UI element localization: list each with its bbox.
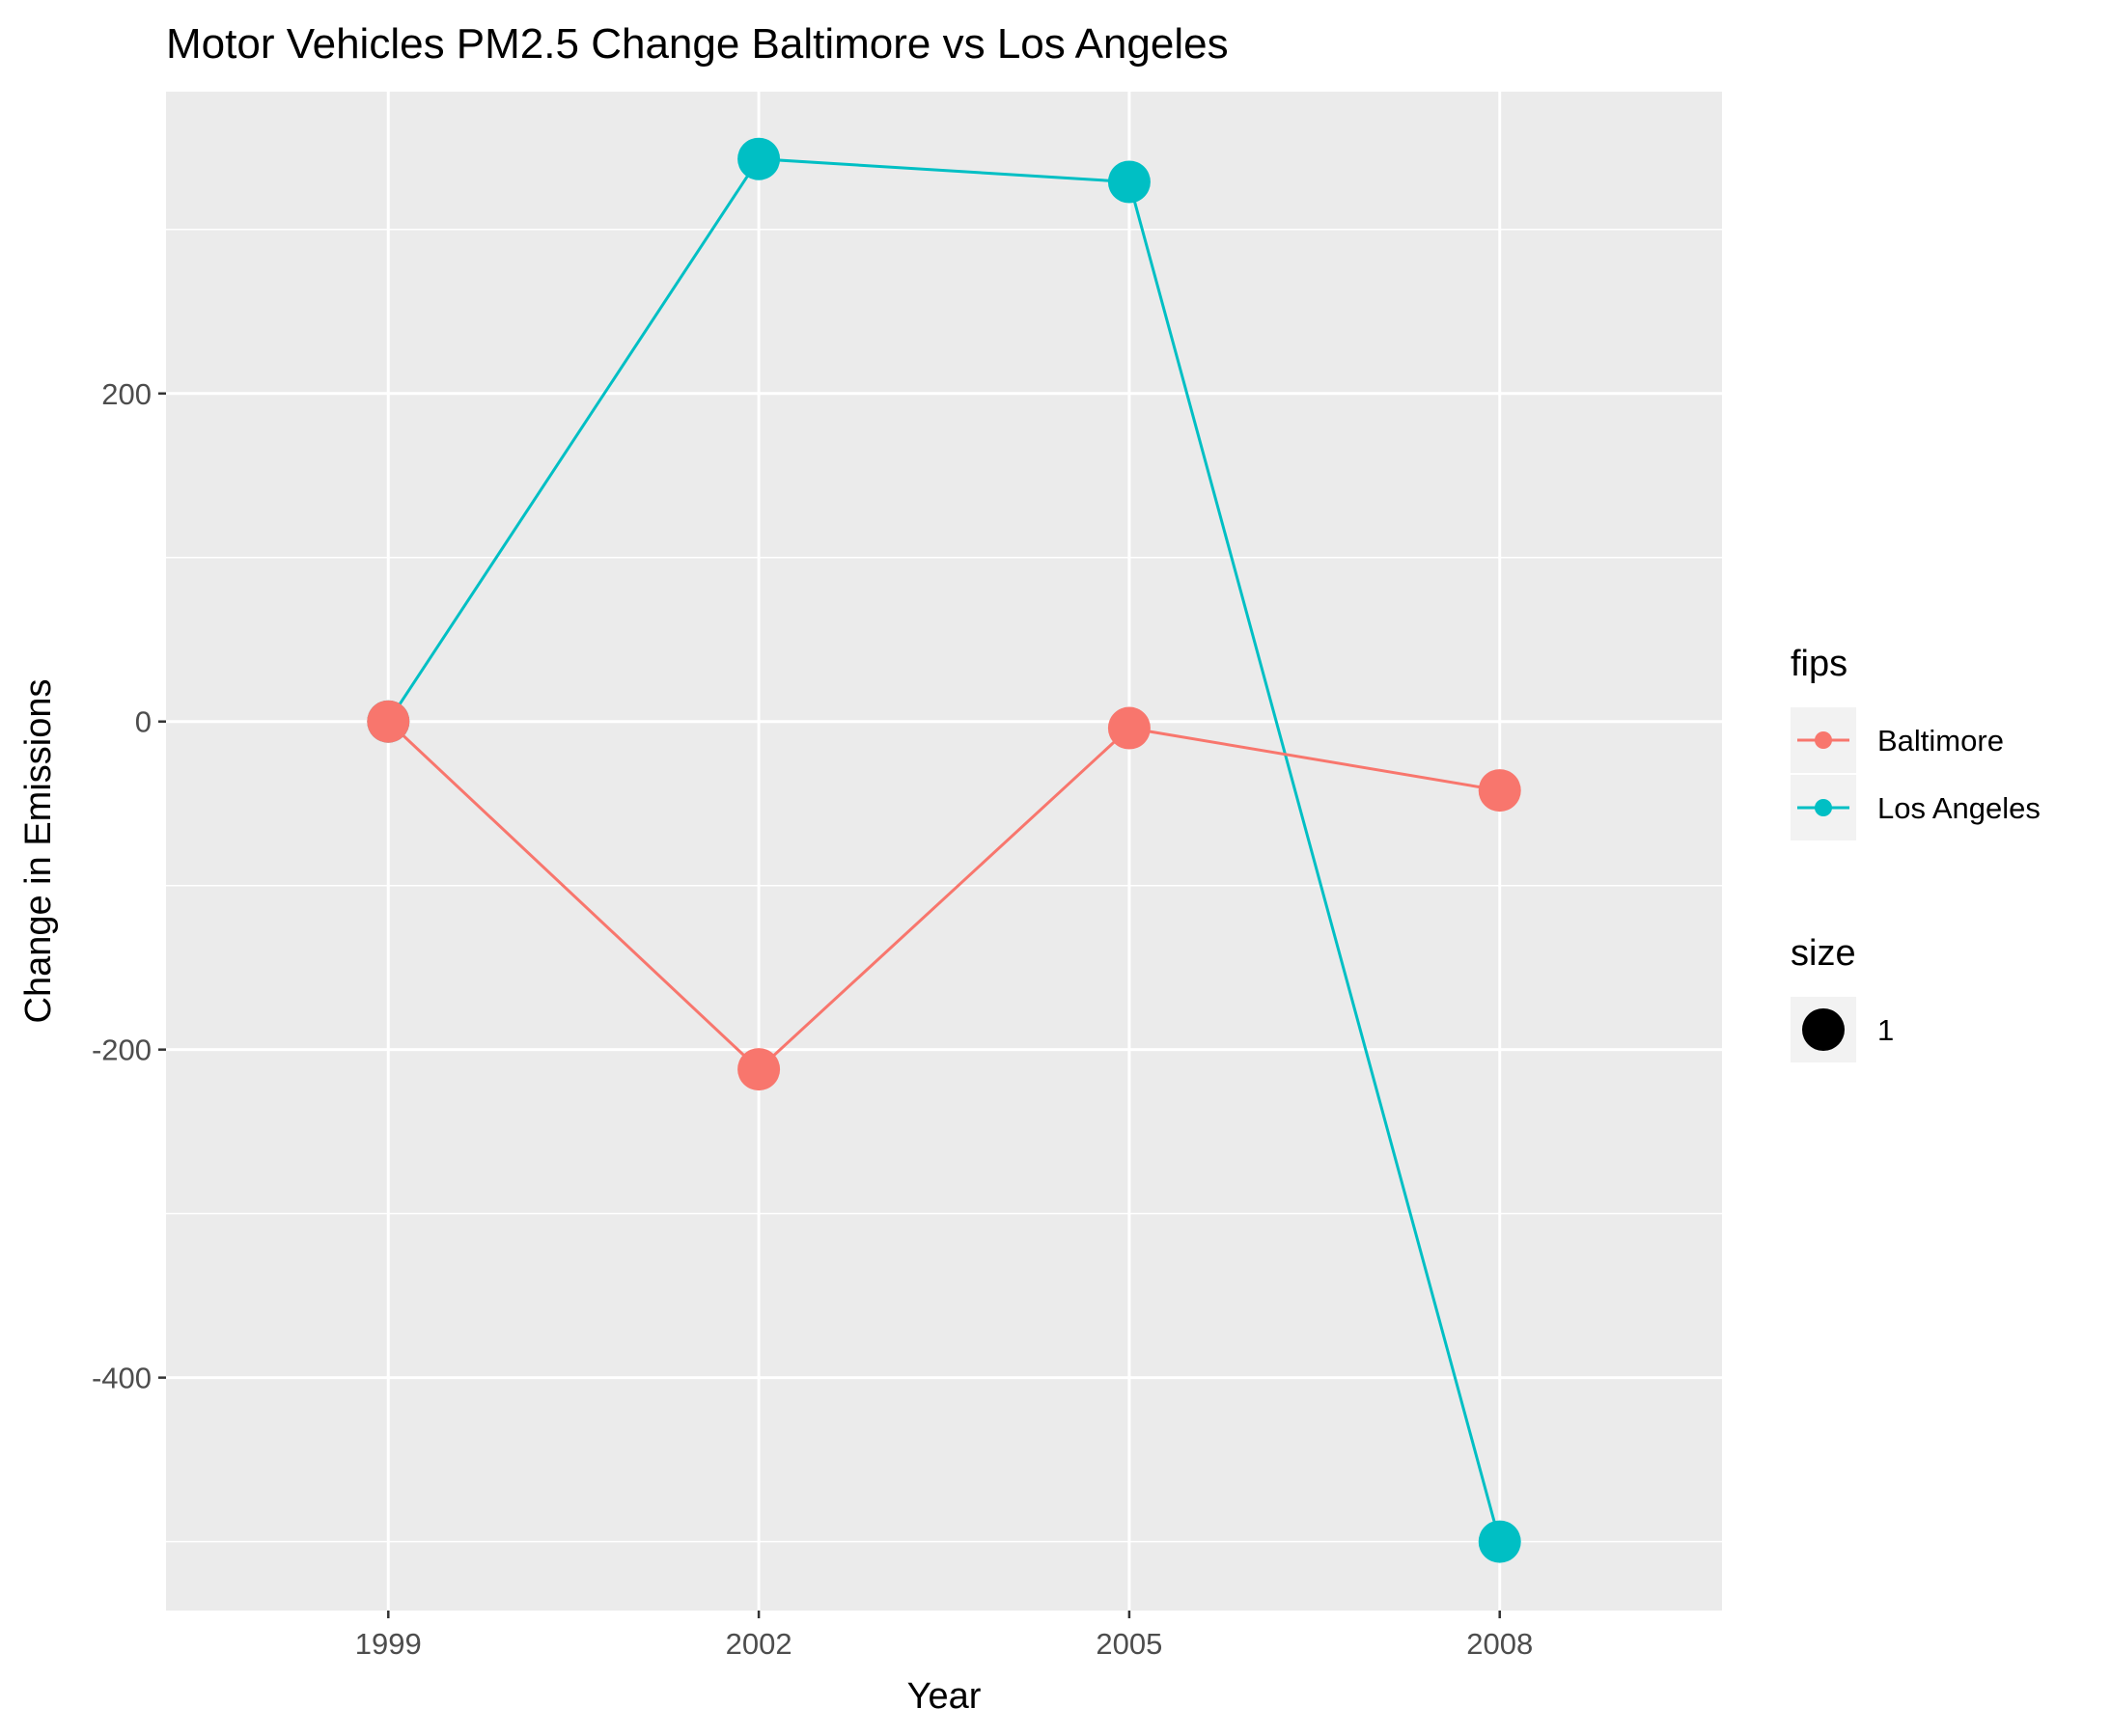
series-points [367,137,1521,1563]
legend-color-entries: Baltimore Los Angeles [1791,707,2041,840]
legend-label: Los Angeles [1877,791,2041,825]
minor-gridlines [166,229,1722,1543]
x-tick-label: 2002 [726,1627,792,1661]
chart-title: Motor Vehicles PM2.5 Change Baltimore vs… [166,20,1229,68]
series-lines [387,157,1502,1543]
legend-size-label: 1 [1877,1013,1894,1047]
x-tick-label: 2008 [1466,1627,1533,1661]
major-gridlines [166,92,1722,1611]
data-point-baltimore [1478,769,1521,813]
legend-label: Baltimore [1877,724,2004,758]
legend-size-title: size [1791,933,1856,974]
data-point-los-angeles [1107,160,1151,204]
plot-panel [166,92,1722,1611]
x-axis: 1999 2002 2005 2008 [355,1611,1533,1661]
y-tick-label: -400 [92,1362,152,1395]
data-point-baltimore [737,1048,781,1091]
y-tick-label: -200 [92,1033,152,1067]
x-tick-label: 2005 [1096,1627,1162,1661]
data-point-los-angeles [1478,1520,1521,1563]
legend-key-point [1815,731,1832,749]
x-tick-label: 1999 [355,1627,422,1661]
y-axis: -400 -200 0 200 [92,377,166,1395]
series-line-baltimore [387,720,1500,1072]
y-tick-label: 200 [101,377,152,411]
y-axis-title: Change in Emissions [18,679,59,1024]
x-axis-title: Year [907,1676,982,1717]
series-line-los-angeles [387,157,1502,1543]
data-point-los-angeles [737,137,781,180]
y-tick-label: 0 [135,705,152,739]
legend: fips Baltimore Los Angeles size 1 [1791,644,2041,1062]
legend-color-title: fips [1791,644,1847,684]
legend-key-point [1815,799,1832,816]
legend-size-entries: 1 [1791,997,1894,1062]
data-point-baltimore [367,700,410,743]
data-point-baltimore [1107,706,1151,750]
legend-size-key-point [1802,1008,1845,1051]
